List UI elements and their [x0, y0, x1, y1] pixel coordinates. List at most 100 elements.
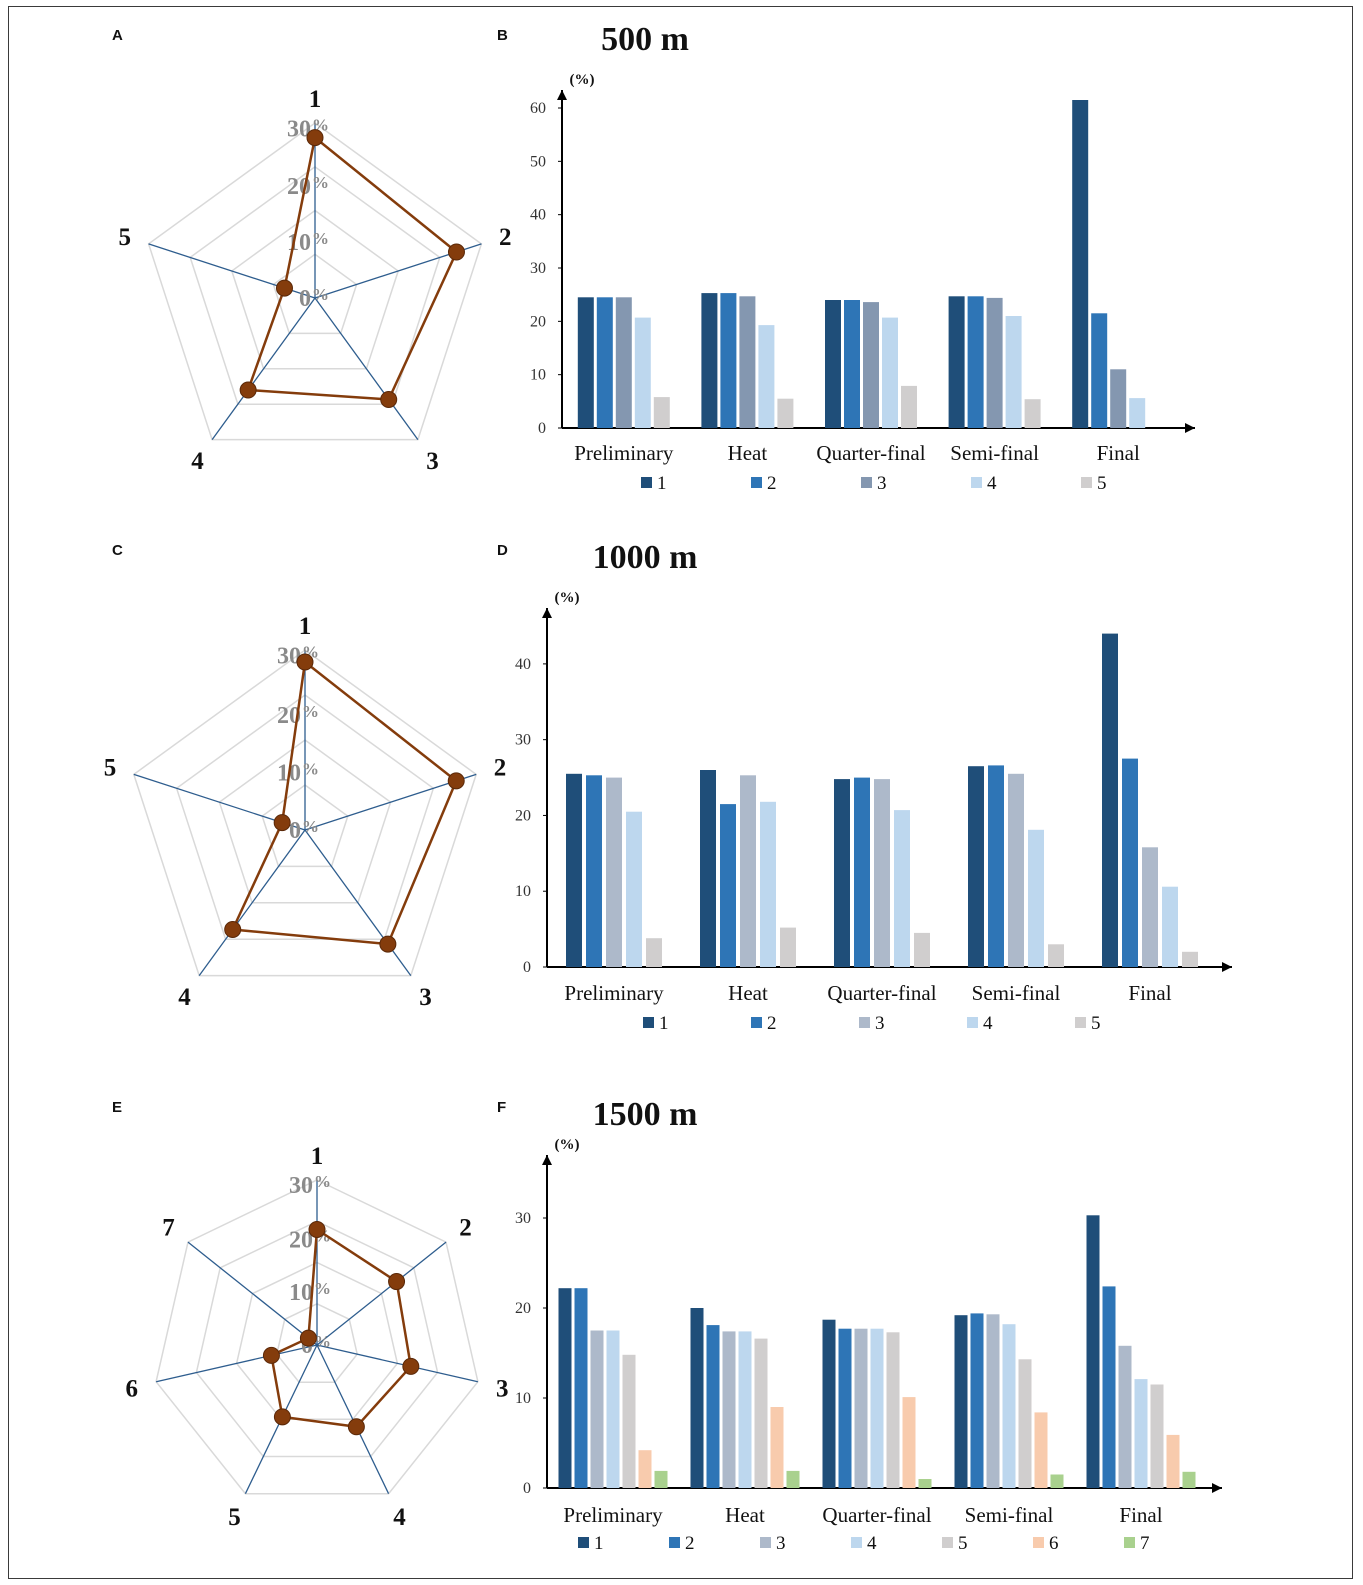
y-axis-label: (%): [570, 72, 595, 88]
bar: [1110, 369, 1127, 428]
x-axis-arrow: [1212, 1483, 1222, 1493]
radar-ring-percent: %: [302, 759, 319, 778]
bar: [1005, 316, 1022, 428]
bar: [653, 397, 670, 428]
panel-label-d: D: [497, 542, 508, 559]
x-axis-arrow: [1185, 423, 1195, 433]
chart-title: 500 m: [601, 21, 689, 58]
bar: [638, 1450, 652, 1488]
bar: [844, 300, 860, 428]
bar: [634, 317, 651, 428]
bar: [825, 300, 841, 428]
y-tick-label: 0: [523, 1480, 531, 1497]
y-tick-label: 40: [515, 656, 531, 673]
bar: [622, 1354, 636, 1488]
y-tick-label: 30: [515, 1210, 531, 1227]
legend-label: 5: [1091, 1013, 1101, 1034]
y-tick-label: 20: [515, 807, 531, 824]
radar-grid-ring: [272, 253, 358, 335]
legend-swatch: [578, 1537, 589, 1548]
bar: [777, 398, 794, 428]
legend-swatch: [751, 1017, 762, 1028]
radar-grid-ring: [147, 122, 483, 441]
radar-point: [308, 1221, 326, 1238]
radar-point: [379, 935, 397, 953]
bar: [918, 1479, 932, 1488]
legend-swatch: [1075, 1017, 1086, 1028]
radar-spoke: [316, 1344, 479, 1383]
radar-ring-label: 0: [299, 286, 311, 312]
bar: [1118, 1345, 1132, 1488]
bar: [1034, 1412, 1048, 1488]
bar: [1024, 399, 1041, 428]
radar-grid-ring: [132, 649, 478, 977]
x-category-label: Final: [1119, 1503, 1162, 1527]
bar: [834, 779, 850, 967]
bar: [1102, 633, 1118, 967]
bar: [1142, 847, 1158, 967]
y-tick-label: 20: [515, 1300, 531, 1317]
radar-point: [306, 129, 324, 147]
radar-point: [239, 381, 257, 399]
bar: [786, 1470, 800, 1488]
radar-ring-percent: %: [314, 1332, 331, 1351]
bar: [577, 297, 594, 428]
radar-axis-label: 1: [309, 86, 322, 113]
x-category-label: Semi-final: [965, 1503, 1054, 1527]
radar-point: [347, 1418, 365, 1436]
radar-point: [447, 243, 465, 261]
radar-grid-ring: [189, 165, 441, 405]
panel-label-b: B: [497, 27, 508, 44]
panel-label-c: C: [112, 542, 123, 559]
y-tick-label: 30: [530, 260, 546, 277]
bar: [780, 927, 796, 967]
bar: [700, 770, 716, 967]
bar: [690, 1308, 704, 1488]
x-category-label: Semi-final: [950, 441, 1039, 465]
bar: [1166, 1434, 1180, 1488]
x-axis-arrow: [1222, 962, 1232, 972]
radar-spoke: [155, 1344, 318, 1383]
bar: [754, 1338, 768, 1488]
radar-series-line: [246, 135, 459, 401]
bar: [590, 1330, 604, 1488]
bar: [606, 1330, 620, 1488]
radar-spoke: [304, 829, 412, 977]
legend-swatch: [967, 1017, 978, 1028]
radar-ring-label: 0: [289, 818, 301, 844]
bar: [1086, 1215, 1100, 1488]
bar: [586, 775, 602, 967]
legend-swatch: [861, 477, 872, 488]
bar: [574, 1288, 588, 1488]
radar-axis-label: 2: [499, 224, 512, 251]
bar: [722, 1331, 736, 1488]
x-category-label: Heat: [728, 981, 768, 1005]
bar: [838, 1328, 852, 1488]
radar-point: [273, 1408, 291, 1426]
bar: [654, 1470, 668, 1488]
radar-spoke: [314, 297, 419, 440]
bar: [1150, 1384, 1164, 1488]
radar-grid-ring: [175, 694, 435, 940]
bar: [1002, 1324, 1016, 1488]
y-tick-label: 10: [530, 367, 546, 384]
bar: [1122, 758, 1138, 967]
y-axis-arrow: [542, 608, 552, 618]
y-axis-label: (%): [555, 590, 580, 606]
bar: [1008, 773, 1024, 967]
bar: [1129, 398, 1146, 428]
bar: [1028, 829, 1044, 967]
radar-point: [275, 279, 293, 297]
legend-swatch: [1081, 477, 1092, 488]
radar-point: [273, 814, 291, 832]
legend-label: 6: [1049, 1533, 1059, 1554]
radar-axis-label: 2: [459, 1215, 472, 1242]
radar-ring-label: 10: [289, 1280, 313, 1306]
legend-label: 5: [958, 1533, 968, 1554]
legend-label: 2: [767, 473, 777, 494]
radar-spoke: [211, 297, 316, 440]
legend-swatch: [760, 1537, 771, 1548]
bar: [967, 296, 984, 428]
radar-point: [388, 1273, 406, 1291]
radar-point: [299, 1329, 317, 1347]
